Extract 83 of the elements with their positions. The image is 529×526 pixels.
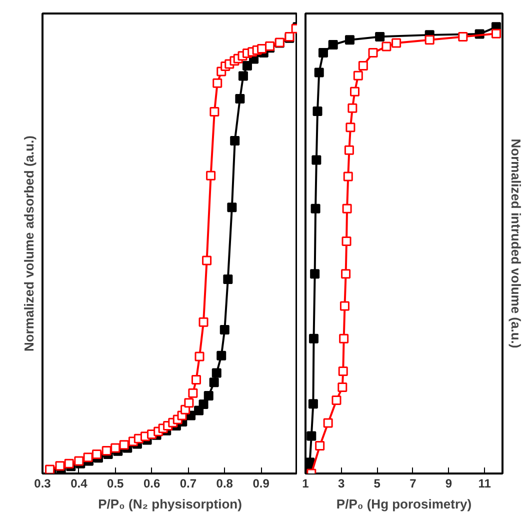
point (198, 317, 208, 327)
point (92, 450, 102, 460)
point (382, 42, 392, 52)
point (339, 334, 349, 344)
point (343, 172, 353, 182)
point (212, 368, 222, 378)
point (315, 441, 325, 451)
point (342, 204, 352, 214)
point (204, 391, 214, 401)
y-axis-title: Normalized volume adsorbed (a.u.) (22, 135, 36, 352)
point (306, 458, 315, 468)
point (220, 324, 230, 334)
point (194, 352, 204, 362)
x-tick-label: 0.6 (143, 476, 160, 490)
point (209, 378, 219, 388)
point (328, 40, 338, 50)
point (308, 334, 318, 344)
point (210, 107, 220, 116)
point (338, 382, 348, 392)
x-tick-label: 11 (478, 476, 492, 490)
point (110, 443, 120, 453)
point (458, 32, 468, 42)
y-axis-title: Normalized intruded volume (a.u.) (508, 138, 524, 348)
x-tick-label: 3 (338, 476, 345, 490)
point (257, 44, 267, 54)
point (314, 68, 324, 78)
point (230, 136, 240, 146)
point (353, 70, 363, 80)
x-tick-label: 0.5 (107, 476, 124, 490)
point (191, 374, 201, 384)
x-tick-label: 0.9 (252, 476, 270, 490)
point (74, 456, 84, 466)
point (332, 396, 342, 406)
point (206, 170, 216, 180)
point (340, 301, 350, 311)
point (64, 458, 74, 468)
point (308, 399, 318, 409)
point (350, 86, 360, 96)
point (235, 94, 245, 104)
point (323, 418, 333, 428)
point (346, 122, 356, 132)
point (312, 106, 322, 116)
point (198, 400, 208, 410)
point (368, 48, 378, 58)
point (184, 398, 194, 408)
x-tick-label: 9 (445, 476, 452, 490)
point (212, 78, 222, 88)
point (238, 71, 248, 81)
point (223, 274, 233, 284)
point (344, 145, 354, 155)
x-tick-label: 0.4 (70, 476, 88, 490)
point (202, 256, 212, 266)
point (344, 35, 354, 45)
point (242, 61, 252, 70)
point (188, 388, 198, 398)
x-tick-label: 7 (410, 476, 417, 490)
x-axis-title: P/P₀ (Hg porosimetry) (336, 496, 472, 512)
point (491, 28, 501, 38)
point (342, 236, 352, 246)
x-tick-label: 5 (374, 476, 381, 490)
x-tick-label: 0.3 (34, 476, 52, 490)
point (341, 269, 351, 279)
point (227, 202, 237, 212)
point (306, 431, 316, 441)
point (348, 103, 358, 113)
point (310, 204, 320, 214)
point (338, 366, 348, 376)
x-tick-label: 0.7 (180, 476, 197, 490)
point (310, 269, 320, 279)
point (55, 461, 65, 471)
point (375, 32, 385, 42)
point (216, 350, 226, 360)
point (424, 35, 434, 45)
point (358, 61, 368, 70)
point (318, 48, 328, 58)
point (102, 446, 112, 456)
x-axis-title: P/P₀ (N₂ physisorption) (98, 496, 242, 512)
point (83, 452, 93, 462)
point (392, 38, 402, 48)
point (312, 155, 322, 165)
x-tick-label: 0.8 (216, 476, 234, 490)
x-tick-label: 1 (302, 476, 310, 490)
point (119, 440, 129, 450)
